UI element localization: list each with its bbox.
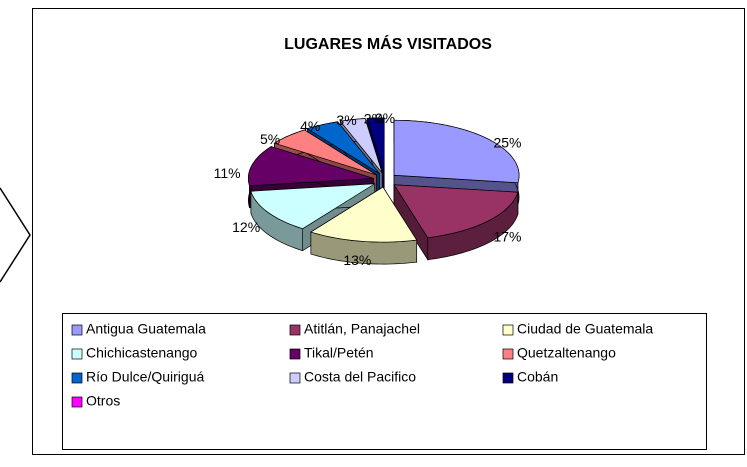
slice-face — [250, 183, 375, 230]
slice-face — [306, 121, 380, 174]
legend-swatch — [71, 372, 83, 384]
slice-face — [339, 118, 383, 174]
legend-label: Tikal/Petén — [304, 345, 374, 361]
slice-face — [393, 119, 520, 184]
data-label: 5% — [260, 131, 280, 147]
slice-face — [273, 129, 377, 176]
slice-face — [393, 184, 519, 239]
slice-face — [366, 117, 385, 173]
pie-slice — [393, 183, 519, 261]
legend-label: Ciudad de Guatemala — [517, 321, 653, 337]
legend-swatch — [71, 348, 83, 360]
data-label: 2% — [364, 110, 384, 126]
legend-swatch — [71, 396, 83, 408]
legend-label: Río Dulce/Quiriguá — [86, 369, 204, 385]
data-label: 0% — [375, 110, 395, 126]
pie-slice — [310, 185, 418, 265]
data-label: 17% — [493, 229, 521, 245]
legend-label: Atitlán, Panajachel — [304, 321, 420, 337]
data-label: 11% — [214, 165, 241, 181]
legend-swatch — [289, 372, 301, 384]
legend-label: Costa del Pacifico — [304, 369, 416, 385]
legend-box — [62, 313, 707, 450]
slice-face — [247, 146, 374, 187]
legend-label: Otros — [86, 393, 120, 409]
legend-label: Cobán — [517, 369, 558, 385]
data-label: 25% — [493, 135, 521, 151]
data-label: 4% — [300, 118, 320, 134]
legend-swatch — [71, 324, 83, 336]
data-label: 13% — [343, 252, 371, 268]
legend-label: Quetzaltenango — [517, 345, 616, 361]
chevron — [0, 187, 31, 283]
legend-swatch — [289, 324, 301, 336]
data-label: 12% — [232, 219, 260, 235]
chart-title: LUGARES MÁS VISITADOS — [284, 34, 492, 53]
slice-face — [310, 186, 418, 243]
data-label: 3% — [336, 112, 356, 128]
legend-label: Antigua Guatemala — [86, 321, 206, 337]
legend-swatch — [289, 348, 301, 360]
legend-swatch — [502, 372, 514, 384]
legend-label: Chichicastenango — [86, 345, 198, 361]
legend-swatch — [502, 324, 514, 336]
legend-swatch — [502, 348, 514, 360]
